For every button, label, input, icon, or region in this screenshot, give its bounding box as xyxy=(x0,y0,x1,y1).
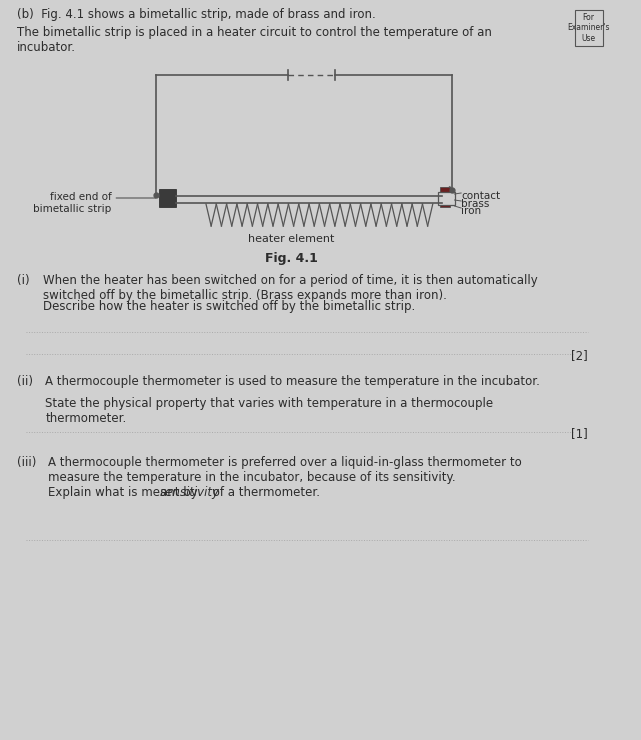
Text: A thermocouple thermometer is used to measure the temperature in the incubator.: A thermocouple thermometer is used to me… xyxy=(46,375,540,388)
Text: iron: iron xyxy=(461,206,481,216)
Bar xyxy=(574,10,603,46)
Text: [2]: [2] xyxy=(571,349,588,362)
Text: [1]: [1] xyxy=(571,427,588,440)
Text: The bimetallic strip is placed in a heater circuit to control the temperature of: The bimetallic strip is placed in a heat… xyxy=(17,26,492,54)
Text: Fig. 4.1: Fig. 4.1 xyxy=(265,252,317,265)
Text: Explain what is meant by: Explain what is meant by xyxy=(48,486,202,499)
Bar xyxy=(438,192,454,205)
Bar xyxy=(440,187,450,207)
Text: Describe how the heater is switched off by the bimetallic strip.: Describe how the heater is switched off … xyxy=(44,300,416,313)
Text: brass: brass xyxy=(461,199,490,209)
Text: For
Examiner's
Use: For Examiner's Use xyxy=(567,13,610,43)
Text: A thermocouple thermometer is preferred over a liquid-in-glass thermometer to
me: A thermocouple thermometer is preferred … xyxy=(48,456,522,484)
Text: heater element: heater element xyxy=(248,234,334,244)
Bar xyxy=(159,189,176,207)
Text: contact: contact xyxy=(461,191,500,201)
Text: fixed end of
bimetallic strip: fixed end of bimetallic strip xyxy=(33,192,112,214)
Text: sensitivity: sensitivity xyxy=(160,486,220,499)
Text: of a thermometer.: of a thermometer. xyxy=(209,486,320,499)
Text: (i): (i) xyxy=(17,274,29,287)
Text: State the physical property that varies with temperature in a thermocouple
therm: State the physical property that varies … xyxy=(46,397,494,425)
Text: When the heater has been switched on for a period of time, it is then automatica: When the heater has been switched on for… xyxy=(44,274,538,302)
Text: (ii): (ii) xyxy=(17,375,33,388)
Text: (iii): (iii) xyxy=(17,456,37,469)
Text: (b)  Fig. 4.1 shows a bimetallic strip, made of brass and iron.: (b) Fig. 4.1 shows a bimetallic strip, m… xyxy=(17,8,376,21)
